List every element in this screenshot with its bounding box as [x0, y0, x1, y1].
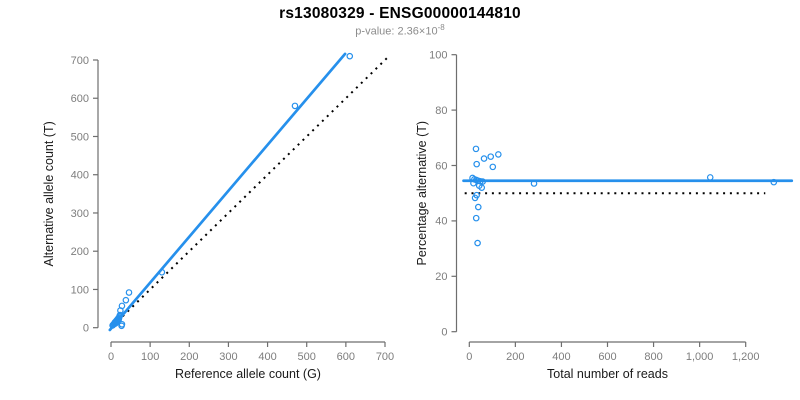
data-point: [474, 239, 481, 247]
x-tick-label: 600: [337, 351, 355, 363]
fit-line: [108, 52, 347, 332]
percentage-vs-reads-plot: 0 20 40 60 80 100 0 200 400 600 800 1,000 1,200 Total…: [415, 50, 794, 381]
y-tick-label: 40: [435, 216, 447, 228]
data-point: [489, 163, 497, 171]
x-tick-label: 1,000: [686, 351, 714, 363]
x-axis-title: Total number of reads: [547, 367, 668, 381]
y-tick-label: 100: [71, 284, 89, 296]
data-point: [472, 145, 480, 153]
data-point: [474, 203, 482, 211]
data-point: [478, 184, 486, 191]
data-point: [530, 180, 538, 187]
y-tick-label: 200: [71, 246, 89, 258]
data-point: [479, 178, 486, 185]
y-axis-title: Percentage alternative (T): [415, 121, 429, 266]
y-tick-label: 0: [441, 327, 447, 339]
x-axis-title: Reference allele count (G): [175, 367, 321, 381]
y-tick-label: 80: [435, 105, 447, 117]
data-point: [158, 268, 166, 276]
y-tick-label: 300: [71, 208, 89, 220]
y-axis-title: Alternative allele count (T): [42, 121, 56, 266]
y-tick-label: 500: [71, 131, 89, 143]
data-point: [471, 194, 479, 202]
data-point: [118, 302, 126, 310]
data-point: [480, 155, 488, 162]
plot-subtitle: p-value: 2.36×10-8: [0, 23, 800, 38]
plot-title: rs13080329 - ENSG00000144810: [279, 5, 521, 22]
x-tick-label: 1,200: [732, 351, 760, 363]
x-tick-label: 500: [298, 351, 316, 363]
x-tick-label: 700: [376, 351, 394, 363]
y-tick-label: 60: [435, 160, 447, 172]
data-point: [346, 52, 354, 60]
y-tick-label: 700: [71, 55, 89, 67]
data-point: [487, 153, 495, 160]
y-tick-label: 0: [83, 323, 89, 335]
data-point: [118, 320, 126, 328]
data-point: [477, 177, 484, 185]
data-point: [470, 179, 477, 187]
x-tick-label: 0: [108, 351, 114, 363]
data-point: [116, 311, 124, 319]
data-point: [706, 174, 714, 181]
p-value-text: p-value: 2.36×10: [355, 25, 438, 38]
data-point: [770, 178, 778, 186]
y-tick-label: 600: [71, 93, 89, 105]
reference-dotted-line: [112, 56, 389, 327]
x-tick-label: 100: [141, 351, 159, 363]
data-point: [125, 289, 133, 296]
x-tick-label: 200: [506, 351, 524, 363]
x-tick-label: 200: [180, 351, 198, 363]
p-value-exponent: -8: [437, 23, 445, 32]
x-tick-label: 400: [552, 351, 570, 363]
y-tick-label: 400: [71, 170, 89, 182]
x-tick-label: 600: [598, 351, 616, 363]
y-tick-label: 20: [435, 271, 447, 283]
data-point: [473, 160, 480, 168]
data-point: [122, 296, 130, 304]
data-point: [291, 102, 299, 110]
x-tick-label: 0: [466, 351, 472, 363]
data-point: [472, 214, 480, 222]
x-tick-label: 300: [219, 351, 237, 363]
x-tick-label: 400: [258, 351, 276, 363]
allele-counts-plot: 0 100 200 300 400 500 600 700 0 100 200 300 400 500 60…: [42, 52, 394, 381]
x-tick-label: 800: [644, 351, 662, 363]
data-point: [495, 151, 502, 158]
y-tick-label: 100: [429, 50, 447, 62]
